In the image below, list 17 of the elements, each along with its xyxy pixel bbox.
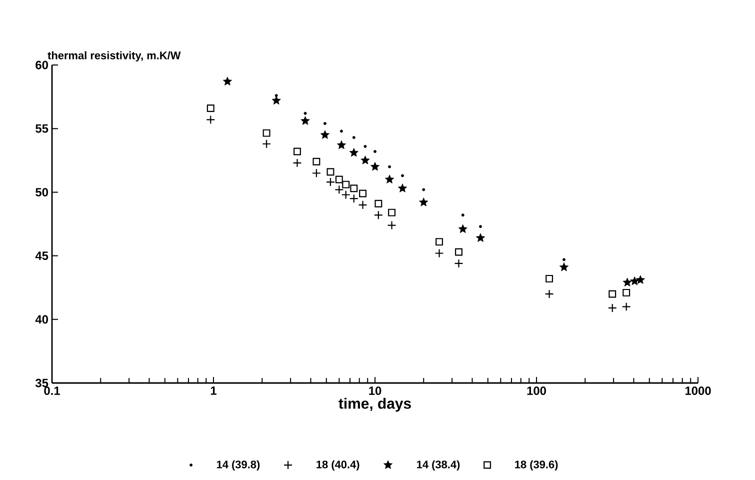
y-tick-label: 55 xyxy=(36,124,48,133)
y-tick-label: 50 xyxy=(36,188,48,196)
y-tick-label: 60 xyxy=(36,60,48,70)
legend-label: 14 (38.4) xyxy=(417,460,460,471)
y-tick-label: 40 xyxy=(35,315,48,324)
legend-label: 18 (40.4) xyxy=(316,460,360,471)
y-tick-label: 45 xyxy=(35,252,48,260)
y-axis-title: thermal resistivity, m.K/W xyxy=(48,51,181,62)
y-tick-label: 35 xyxy=(35,378,48,388)
x-tick-label: 100 xyxy=(527,386,546,395)
legend-label: 14 (39.8) xyxy=(216,460,260,471)
x-tick-label: 1 xyxy=(210,386,216,395)
x-tick-label: 1000 xyxy=(685,386,711,395)
x-tick-label: 10 xyxy=(369,386,382,395)
x-axis-title: time, days xyxy=(338,398,411,412)
x-tick-label: 0.1 xyxy=(44,386,60,395)
legend-label: 18 (39.6) xyxy=(515,460,558,471)
